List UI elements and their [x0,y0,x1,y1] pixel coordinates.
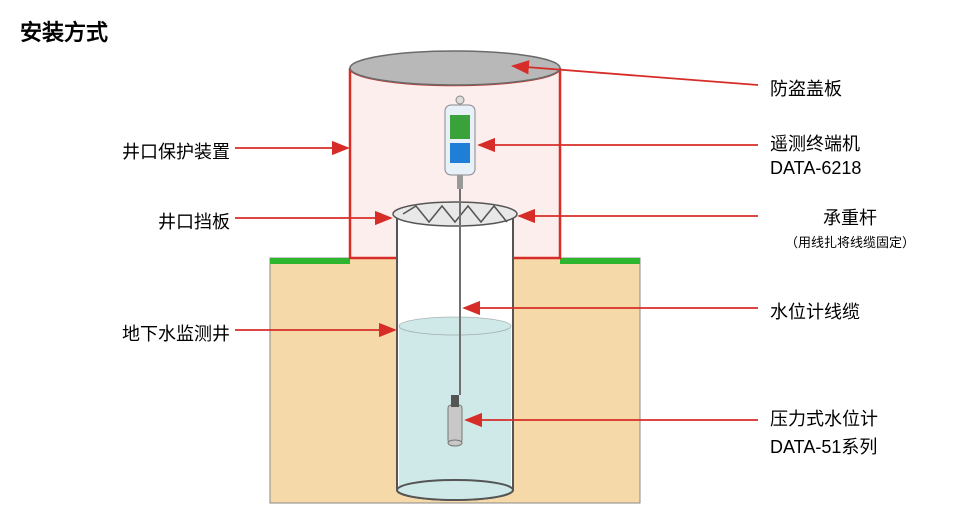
label-cover: 防盗盖板 [770,75,842,101]
telemetry-terminal-icon [445,96,475,189]
well-bottom [397,480,513,500]
label-monitoring-well: 地下水监测井 [80,320,230,346]
label-terminal: 遥测终端机 [770,134,860,154]
grass-right [560,258,640,264]
label-bearing-rod: 承重杆 [823,208,877,228]
label-cable: 水位计线缆 [770,298,860,324]
label-sensor-model: DATA-51系列 [770,433,878,459]
water-surface [399,317,511,335]
label-baffle: 井口挡板 [80,208,230,234]
label-protection-device: 井口保护装置 [80,138,230,164]
grass-left [270,258,350,264]
label-terminal-model: DATA-6218 [770,158,861,179]
label-bearing-rod-note: （用线扎将线缆固定） [785,232,915,251]
label-sensor: 压力式水位计 [770,409,878,429]
